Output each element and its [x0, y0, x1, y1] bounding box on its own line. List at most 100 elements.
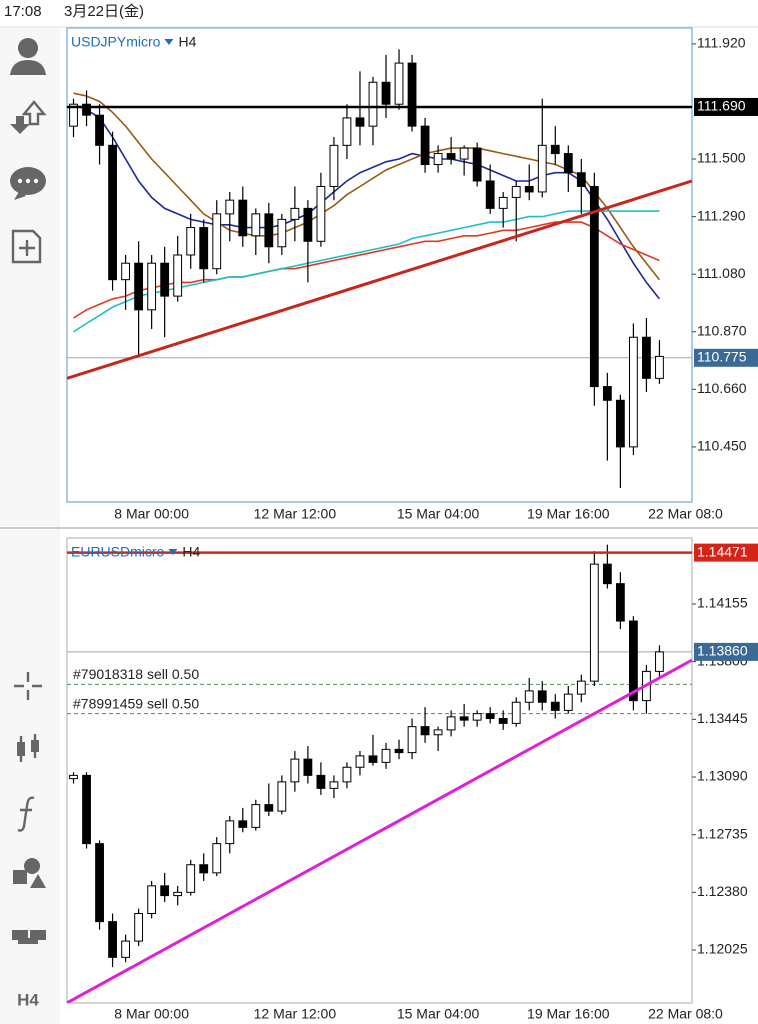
x-tick-label: 19 Mar 16:00	[527, 1006, 610, 1022]
icon-crosshair[interactable]	[14, 672, 42, 700]
candle-body	[342, 117, 352, 146]
chart-timeframe: H4	[182, 544, 200, 560]
candle-body	[264, 213, 274, 248]
candle-body	[329, 781, 339, 789]
candle-body	[485, 180, 495, 209]
candle-body	[121, 262, 130, 281]
candle-body	[355, 755, 365, 768]
current-price-label: 1.13860	[697, 643, 748, 659]
candle-body	[160, 885, 170, 897]
icon-part	[19, 240, 35, 256]
icon-trade[interactable]	[10, 100, 47, 134]
candle-body	[407, 726, 417, 754]
icon-part	[12, 930, 28, 940]
y-tick-label: 1.14155	[697, 595, 748, 611]
x-tick-label: 12 Mar 12:00	[254, 1006, 337, 1022]
icon-part	[30, 874, 46, 888]
icon-part	[33, 178, 39, 184]
icon-part	[10, 60, 46, 75]
icon-chat[interactable]	[10, 167, 46, 200]
candle-body	[524, 185, 534, 193]
trend-line	[67, 179, 692, 380]
candle-body	[459, 147, 469, 160]
candle-body	[642, 336, 651, 379]
candle-body	[251, 804, 261, 828]
icon-indicators[interactable]	[17, 796, 35, 832]
candle-body	[160, 262, 170, 297]
x-tick-label: 15 Mar 04:00	[397, 1006, 480, 1022]
chart-timeframe: H4	[178, 34, 196, 50]
icon-part	[10, 116, 30, 134]
candle-body	[277, 218, 287, 248]
candle-body	[381, 81, 391, 105]
chart-frame	[66, 537, 693, 1004]
y-tick-label: 111.920	[697, 35, 746, 51]
order-label: #78991459 sell 0.50	[73, 695, 199, 711]
candle-body	[238, 820, 248, 828]
candle-body	[420, 125, 430, 166]
candle-body	[511, 701, 521, 724]
icon-windows[interactable]	[12, 930, 46, 944]
candle-body	[446, 153, 456, 160]
candle-body	[537, 690, 547, 703]
icon-part	[21, 100, 47, 126]
icon-part	[25, 178, 31, 184]
candle-body	[576, 680, 586, 695]
chart-symbol: EURUSDmicro	[71, 544, 165, 560]
candle-body	[134, 262, 144, 311]
candle-body	[394, 748, 404, 754]
candle-body	[303, 758, 313, 776]
icon-chart-type[interactable]	[17, 734, 39, 762]
candle-body	[472, 713, 482, 721]
icon-part	[14, 672, 42, 700]
candle-body	[433, 729, 443, 736]
candle-body	[368, 755, 378, 763]
y-tick-label: 1.12380	[697, 883, 748, 899]
candle-body	[602, 386, 612, 401]
candle-body	[277, 781, 287, 812]
candle-body	[602, 563, 612, 585]
candle-body	[446, 716, 456, 731]
candle-body	[69, 103, 78, 127]
candle-body	[186, 864, 196, 893]
current-price-label: 110.775	[697, 349, 747, 365]
moving-average	[73, 210, 660, 333]
candle-body	[121, 940, 130, 958]
candle-body	[251, 213, 261, 237]
candle-body	[498, 196, 508, 209]
chart-symbol: USDJPYmicro	[71, 34, 161, 50]
candle-body	[82, 774, 91, 845]
candle-body	[563, 693, 573, 711]
status-date: 3月22日(金)	[64, 3, 144, 20]
moving-average	[73, 92, 661, 281]
candle-body	[655, 355, 664, 379]
status-time: 17:08	[4, 3, 42, 20]
candle-body	[524, 690, 534, 703]
candle-body	[329, 144, 339, 187]
candle-body	[147, 262, 157, 311]
candle-body	[212, 213, 222, 270]
timeframe-button[interactable]: H4	[17, 990, 39, 1009]
icon-objects[interactable]	[13, 858, 46, 888]
candle-body	[355, 117, 365, 127]
price-tag	[694, 543, 758, 562]
candle-body	[394, 62, 404, 105]
candle-body	[303, 207, 313, 242]
candle-body	[264, 804, 274, 812]
y-tick-label: 1.13445	[697, 710, 748, 726]
candle-body	[108, 144, 117, 281]
icon-part	[17, 178, 23, 184]
candle-body	[173, 254, 183, 297]
candle-body	[290, 207, 300, 220]
order-label: #79018318 sell 0.50	[73, 666, 199, 682]
icon-account[interactable]	[10, 38, 46, 75]
candle-body	[316, 185, 326, 242]
price-tag-label: 1.14471	[697, 543, 748, 559]
x-tick-label: 8 Mar 00:00	[114, 1006, 189, 1022]
candle-body	[629, 620, 638, 702]
icon-new-order[interactable]	[11, 229, 42, 264]
candle-body	[212, 843, 222, 874]
candle-body	[381, 748, 391, 763]
